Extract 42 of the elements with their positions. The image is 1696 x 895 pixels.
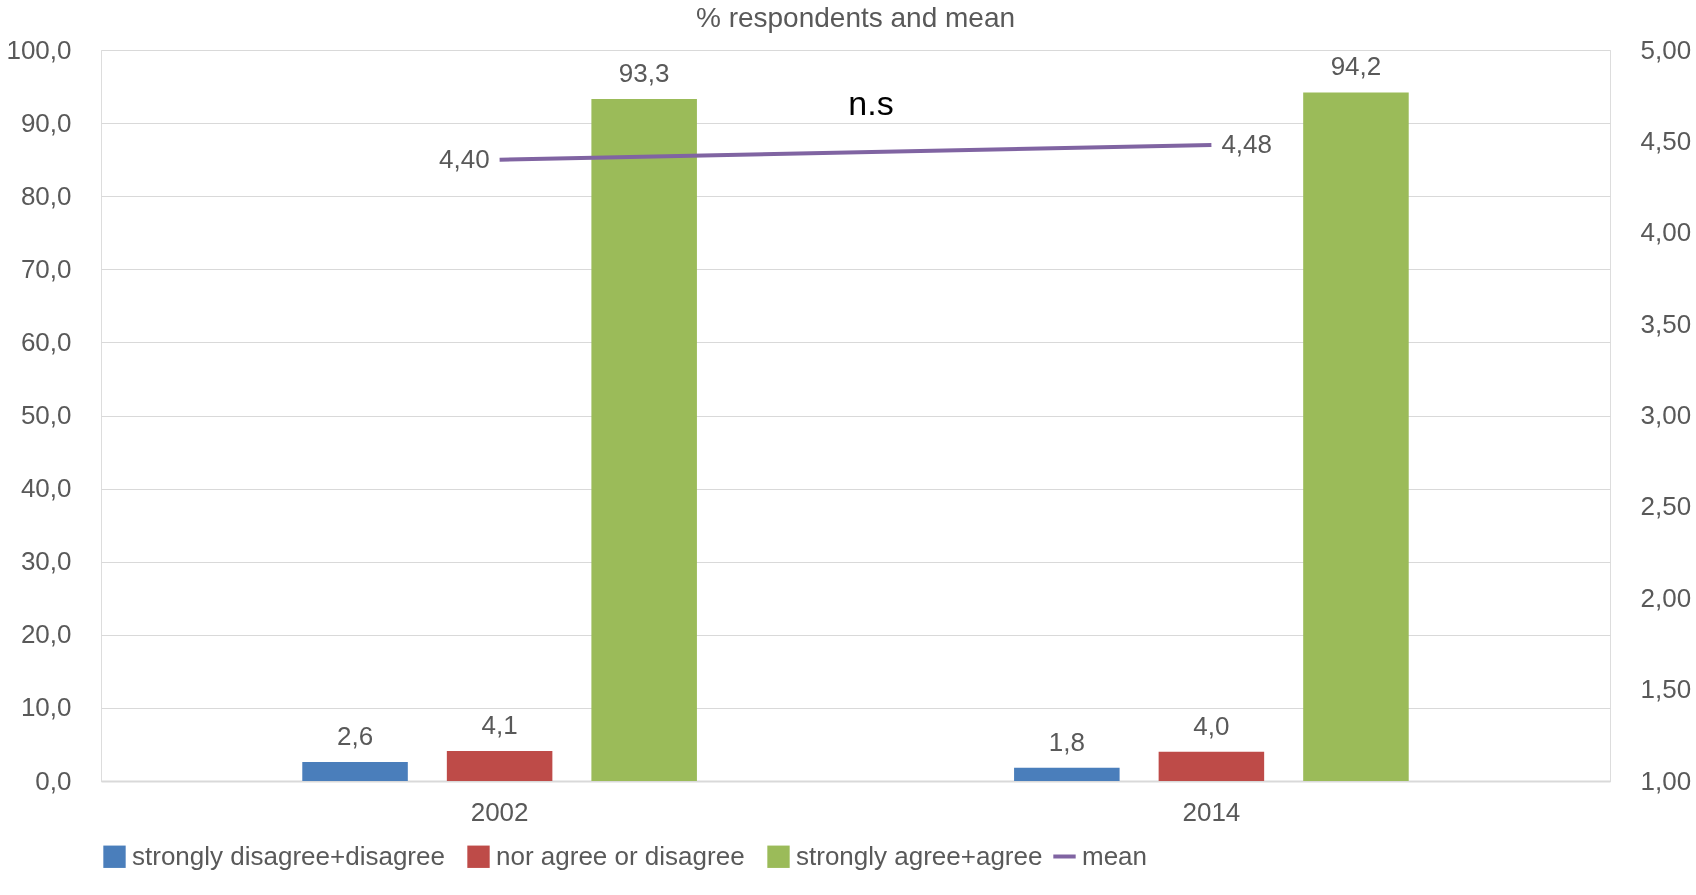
legend-label: mean [1082,840,1148,871]
y-tick-label: 50,0 [20,400,72,430]
data-label: 94,2 [1330,51,1382,82]
y2-tick-label: 5,00 [1640,34,1692,65]
data-label: 4,0 [1193,710,1230,741]
y-tick-label: 80,0 [20,180,72,211]
data-label: 4,1 [481,710,518,741]
y2-tick-label: 2,50 [1640,491,1692,522]
bar [1014,767,1120,781]
legend-label: nor agree or disagree [496,840,745,871]
y-tick-label: 10,0 [20,692,72,723]
legend-label: strongly agree+agree [796,840,1043,871]
bar [446,751,553,781]
data-label: 2,6 [336,720,374,751]
y2-tick-label: 3,50 [1640,308,1692,339]
y-tick-label: 60,0 [20,326,72,357]
bar [1303,92,1409,781]
y-tick-label: 100,0 [6,34,72,65]
data-label: 93,3 [618,57,670,88]
y2-tick-label: 4,50 [1640,125,1692,156]
y-tick-label: 70,0 [20,253,72,284]
y2-tick-label: 1,00 [1640,765,1692,796]
chart-title: % respondents and mean [695,2,1016,33]
y2-tick-label: 1,50 [1640,674,1692,705]
y-tick-label: 0,0 [35,765,72,796]
data-label: 4,40 [438,143,490,174]
annotation: n.s [848,84,894,122]
x-tick-label: 2002 [470,796,529,827]
bar [1158,751,1265,781]
y-tick-label: 20,0 [20,619,72,650]
y-tick-label: 40,0 [20,473,72,504]
y-tick-label: 30,0 [20,546,72,577]
bar [591,98,697,781]
data-label: 4,48 [1221,129,1273,160]
y-tick-label: 90,0 [20,107,72,138]
x-tick-label: 2014 [1182,796,1241,827]
legend-label: strongly disagree+disagree [132,840,445,871]
y2-tick-label: 4,00 [1640,217,1692,248]
data-label: 1,8 [1048,726,1085,757]
y2-tick-label: 2,00 [1640,582,1692,613]
y2-tick-label: 3,00 [1640,400,1692,430]
bar [302,761,408,781]
